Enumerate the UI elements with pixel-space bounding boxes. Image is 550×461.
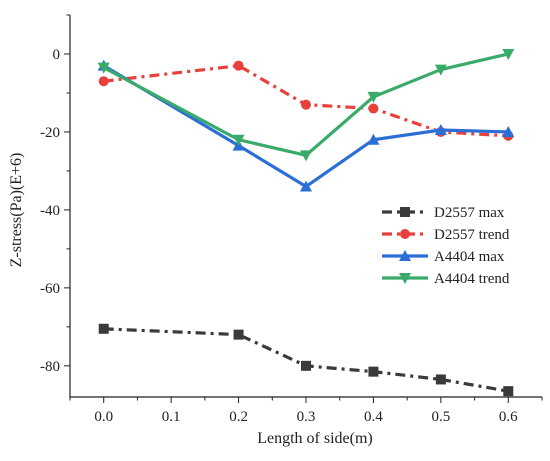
legend-item: A4404 max	[382, 249, 505, 265]
data-point	[301, 360, 311, 371]
x-tick-label: 0.4	[364, 409, 383, 425]
legend-item: D2557 max	[382, 205, 505, 221]
x-tick-label: 0.0	[94, 409, 113, 425]
data-point	[502, 48, 515, 60]
data-point	[97, 62, 110, 74]
x-axis-label: Length of side(m)	[257, 430, 373, 447]
data-point	[233, 329, 244, 340]
x-tick-label: 0.6	[499, 409, 518, 425]
legend-marker	[400, 229, 410, 239]
data-point	[233, 60, 244, 71]
data-point	[368, 366, 379, 377]
series-line	[102, 52, 509, 157]
data-point	[502, 125, 515, 137]
data-point	[232, 134, 245, 146]
legend-item: A4404 trend	[382, 271, 510, 287]
legend-marker	[399, 250, 411, 261]
series-line	[102, 64, 509, 189]
data-point	[98, 76, 109, 87]
y-axis-label: Z-stress(Pa)(E+6)	[8, 153, 25, 268]
data-point	[434, 64, 447, 76]
y-tick-label: -40	[40, 203, 60, 219]
data-point	[435, 374, 446, 385]
series-d2557-max	[98, 323, 514, 397]
data-point	[368, 103, 379, 114]
series-a4404-trend	[97, 48, 515, 162]
data-point	[434, 123, 447, 135]
data-point	[503, 386, 514, 397]
legend-label: D2557 max	[434, 205, 505, 221]
data-point	[367, 91, 380, 103]
x-tick-label: 0.3	[297, 409, 316, 425]
series-line	[103, 327, 509, 393]
series-line	[103, 64, 509, 138]
y-tick-label: -20	[40, 125, 60, 141]
series-a4404-max	[97, 59, 515, 192]
legend-item: D2557 trend	[382, 227, 510, 243]
data-point	[98, 323, 109, 334]
y-tick-label: 0	[53, 47, 61, 63]
data-point	[367, 133, 380, 145]
y-tick-label: -60	[40, 281, 60, 297]
data-point	[300, 180, 312, 192]
legend-marker	[399, 273, 411, 284]
legend-label: D2557 trend	[434, 227, 510, 243]
legend-label: A4404 max	[434, 249, 505, 265]
data-point	[300, 150, 312, 162]
legend-label: A4404 trend	[434, 271, 510, 287]
legend-marker	[400, 207, 410, 217]
x-tick-label: 0.2	[229, 409, 248, 425]
x-tick-label: 0.1	[162, 409, 181, 425]
y-tick-label: -80	[40, 359, 60, 375]
data-point	[301, 99, 311, 110]
x-tick-label: 0.5	[431, 409, 450, 425]
